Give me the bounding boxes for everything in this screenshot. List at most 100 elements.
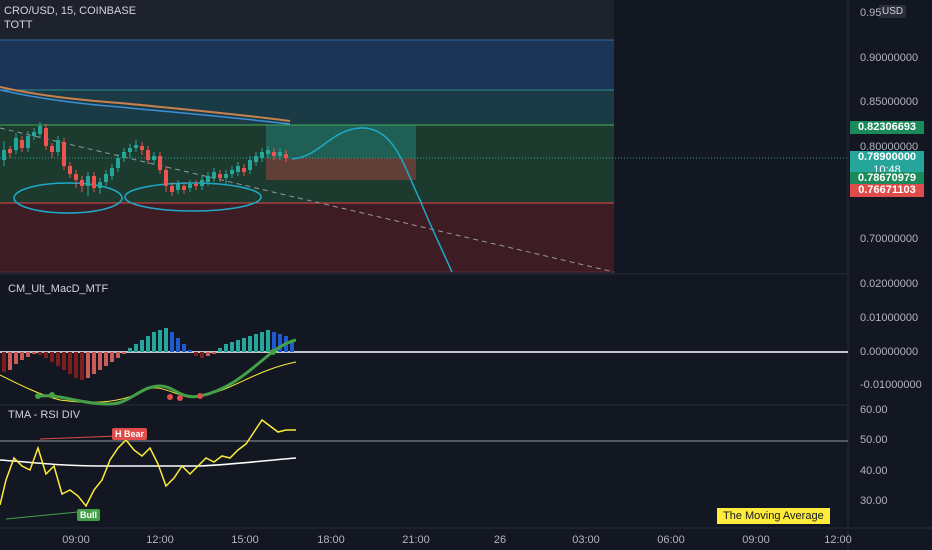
time-axis-label: 15:00 [231, 534, 259, 546]
currency-label[interactable]: USD [879, 5, 907, 18]
macd-cross-dot [270, 349, 276, 355]
rsi-ma-line [0, 457, 297, 467]
macd-histogram-bar [74, 352, 78, 378]
macd-histogram-bar [278, 334, 282, 352]
macd-histogram-bar [200, 352, 204, 358]
rsi-pane-title[interactable]: TMA - RSI DIV [8, 409, 81, 421]
price-axis-label: 0.70000000 [860, 233, 919, 245]
macd-histogram-bar [272, 332, 276, 352]
macd-histogram-bar [80, 352, 84, 380]
macd-histogram-bar [20, 352, 24, 360]
candle-body [236, 166, 240, 172]
macd-histogram-bar [44, 352, 48, 358]
macd-histogram-bar [230, 342, 234, 352]
candle-body [164, 170, 168, 186]
rsi-line [0, 418, 296, 508]
macd-cross-dot [49, 392, 55, 398]
macd-histogram-bar [152, 332, 156, 352]
macd-cross-dot [167, 394, 173, 400]
macd-histogram-bar [290, 340, 294, 352]
macd-histogram-bar [104, 352, 108, 366]
macd-histogram-bar [116, 352, 120, 358]
candle-body [122, 152, 126, 158]
symbol-title[interactable]: CRO/USD, 15, COINBASE [4, 5, 137, 17]
macd-histogram-bar [254, 334, 258, 352]
long-position-profit-zone [266, 125, 416, 158]
price-axis-label: 0.80000000 [860, 141, 919, 153]
hidden-bear-badge: H Bear [112, 428, 148, 440]
candle-body [242, 168, 246, 172]
candle-body [68, 166, 72, 174]
candle-body [278, 152, 282, 156]
macd-histogram-bar [236, 340, 240, 352]
macd-histogram-bar [50, 352, 54, 362]
candle-body [44, 128, 48, 146]
macd-histogram-bar [194, 352, 198, 356]
time-axis-label: 09:00 [62, 534, 90, 546]
macd-cross-dot [177, 395, 183, 401]
macd-histogram-bar [14, 352, 18, 364]
price-axis-label: 0.85000000 [860, 96, 919, 108]
macd-histogram-bar [128, 348, 132, 352]
candle-body [230, 170, 234, 174]
rsi-axis-label: 40.00 [860, 465, 888, 477]
candle-body [224, 174, 228, 178]
long-position-stop-zone [266, 158, 416, 180]
candle-body [260, 152, 264, 158]
candle-body [194, 184, 198, 186]
time-axis-label: 03:00 [572, 534, 600, 546]
band-top [0, 0, 614, 40]
price-tag-lower-green: 0.78670979 [850, 172, 924, 185]
candle-body [176, 184, 180, 190]
candle-body [62, 142, 66, 166]
indicator-title-tott[interactable]: TOTT [4, 19, 33, 31]
time-axis-label: 21:00 [402, 534, 430, 546]
candle-body [272, 152, 276, 156]
macd-histogram-bar [266, 330, 270, 352]
rsi-axis-label: 60.00 [860, 404, 888, 416]
candle-body [8, 149, 12, 153]
macd-histogram-bar [110, 352, 114, 362]
candle-body [218, 174, 222, 178]
candle-body [134, 145, 138, 148]
macd-histogram-bar [2, 352, 6, 372]
macd-histogram-bar [32, 352, 36, 354]
ma-orange [0, 86, 291, 122]
macd-histogram-bar [242, 338, 246, 352]
macd-histogram-bar [86, 352, 90, 378]
macd-histogram-bar [68, 352, 72, 374]
macd-histogram-bar [62, 352, 66, 370]
candle-body [26, 136, 30, 148]
candle-body [128, 148, 132, 152]
macd-histogram-bar [56, 352, 60, 366]
candle-body [200, 180, 204, 186]
candle-body [206, 176, 210, 182]
macd-histogram-bar [164, 328, 168, 352]
candle-body [152, 156, 156, 160]
time-axis-label: 09:00 [742, 534, 770, 546]
candle-body [188, 184, 192, 188]
price-axis-label: 0.90000000 [860, 52, 919, 64]
macd-histogram-bar [176, 338, 180, 352]
pattern-ellipse [124, 182, 262, 212]
candle-body [32, 132, 36, 136]
trend-line [0, 127, 615, 273]
moving-average-label: The Moving Average [716, 507, 831, 525]
candle-body [110, 168, 114, 176]
candle-body [86, 176, 90, 186]
macd-axis-label: 0.02000000 [860, 278, 919, 290]
candle-body [92, 176, 96, 188]
macd-histogram-bar [98, 352, 102, 370]
price-tag-upper: 0.82306693 [850, 121, 924, 134]
time-axis-label: 06:00 [657, 534, 685, 546]
macd-pane-title[interactable]: CM_Ult_MacD_MTF [8, 283, 109, 295]
macd-histogram-bar [212, 352, 216, 354]
macd-histogram-bar [140, 340, 144, 352]
candle-body [104, 174, 108, 182]
rsi-axis-label: 30.00 [860, 495, 888, 507]
macd-histogram-bar [260, 332, 264, 352]
band-teal [0, 90, 614, 125]
price-axis-top-partial: 0.95 [860, 7, 882, 19]
candle-body [182, 186, 186, 190]
